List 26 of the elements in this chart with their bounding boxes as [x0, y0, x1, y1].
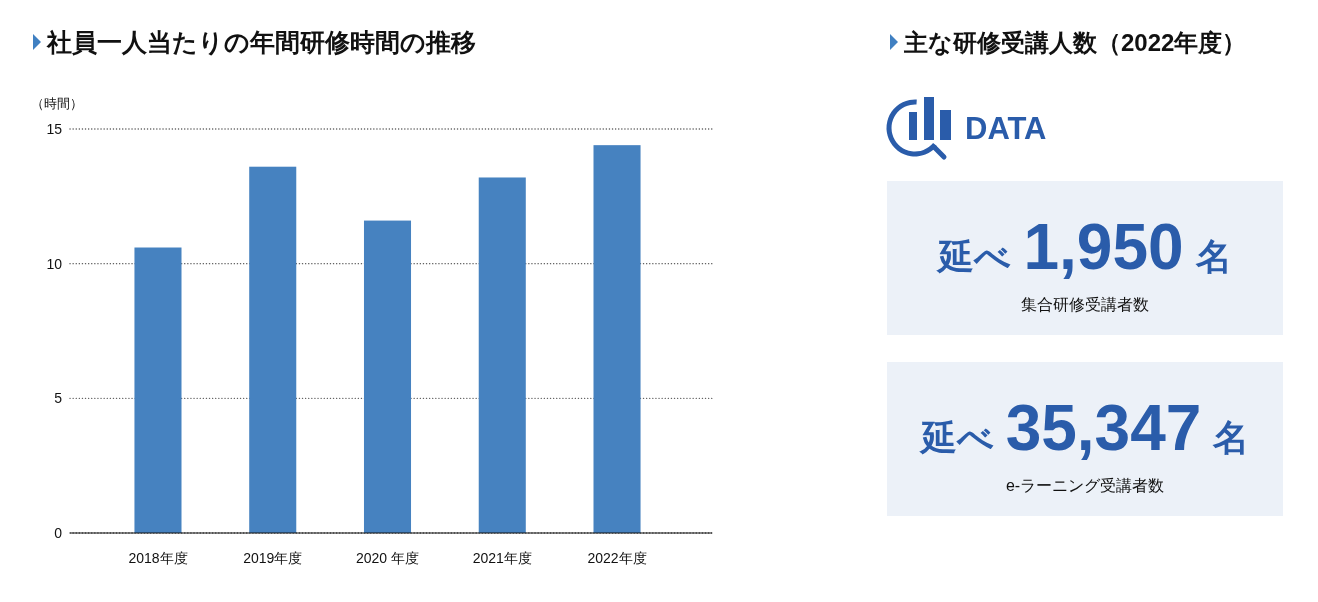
x-tick-label: 2020 年度: [355, 550, 420, 566]
bar: [363, 220, 412, 533]
x-tick-label: 2019年度: [243, 550, 303, 566]
text: 延べ: [936, 236, 1012, 277]
y-tick-label: 10: [46, 255, 63, 272]
text: 集合研修受講者数: [1021, 296, 1149, 313]
text: 35,347: [1005, 392, 1202, 464]
y-tick-label: 5: [54, 390, 63, 407]
text: 1,950: [1023, 211, 1184, 283]
chart-title: 社員一人当たりの年間研修時間の推移: [46, 28, 476, 56]
bar: [134, 247, 182, 533]
bar: [478, 177, 526, 533]
text: DATA: [965, 111, 1047, 146]
bar: [249, 166, 297, 533]
text: e-ラーニング受講者数: [1005, 477, 1165, 494]
x-tick-label: 2022年度: [587, 550, 647, 566]
x-tick-label: 2021年度: [472, 550, 532, 566]
bar: [593, 145, 641, 533]
text: 延べ: [918, 417, 994, 458]
text: 名: [1212, 417, 1250, 458]
y-tick-label: 15: [46, 121, 63, 137]
text: 主な研修受講人数（2022年度）: [903, 29, 1247, 56]
x-tick-label: 2018年度: [128, 550, 188, 566]
y-axis-title: （時間）: [31, 96, 83, 111]
text: 名: [1194, 236, 1232, 277]
y-tick-label: 0: [54, 525, 63, 541]
